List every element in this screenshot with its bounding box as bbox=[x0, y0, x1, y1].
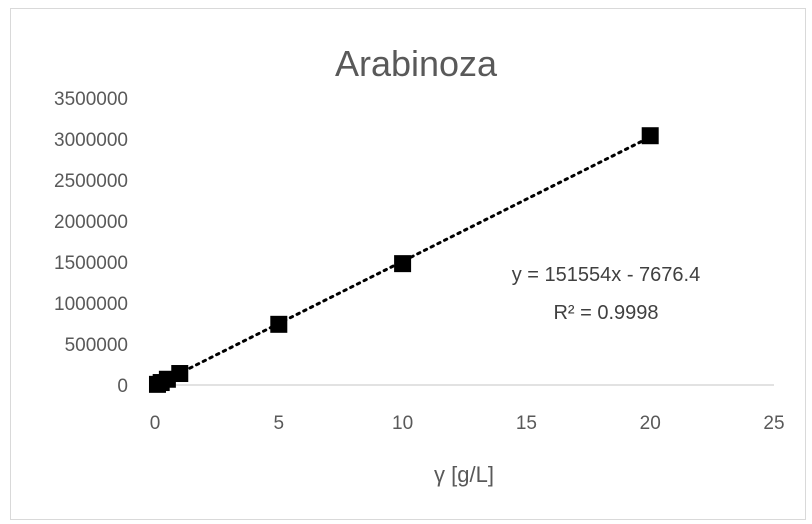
y-tick-label: 500000 bbox=[65, 335, 128, 356]
y-tick-labels: 0 500000 1000000 1500000 2000000 2500000 30000… bbox=[54, 89, 128, 397]
y-tick-label: 3000000 bbox=[54, 130, 128, 151]
data-point bbox=[394, 255, 412, 273]
data-point bbox=[641, 127, 659, 145]
y-tick-label: 1500000 bbox=[54, 253, 128, 274]
x-tick-label: 5 bbox=[274, 413, 285, 434]
data-points bbox=[148, 127, 659, 393]
data-point bbox=[270, 315, 288, 333]
r-squared-label: R² = 0.9998 bbox=[553, 302, 658, 324]
y-tick-label: 3500000 bbox=[54, 89, 128, 110]
x-tick-label: 25 bbox=[763, 413, 784, 434]
x-tick-label: 10 bbox=[392, 413, 413, 434]
x-tick-label: 15 bbox=[516, 413, 537, 434]
trendline-equation: y = 151554x - 7676.4 bbox=[512, 264, 700, 286]
y-tick-label: 2500000 bbox=[54, 171, 128, 192]
chart-title: Arabinoza bbox=[335, 43, 498, 84]
y-tick-label: 2000000 bbox=[54, 212, 128, 233]
y-tick-label: 1000000 bbox=[54, 294, 128, 315]
data-point bbox=[171, 365, 189, 383]
x-tick-labels: 0 5 10 15 20 25 bbox=[150, 413, 785, 434]
x-tick-label: 20 bbox=[640, 413, 661, 434]
x-axis-title: γ [g/L] bbox=[434, 462, 494, 487]
y-tick-label: 0 bbox=[117, 376, 128, 397]
x-tick-label: 0 bbox=[150, 413, 161, 434]
